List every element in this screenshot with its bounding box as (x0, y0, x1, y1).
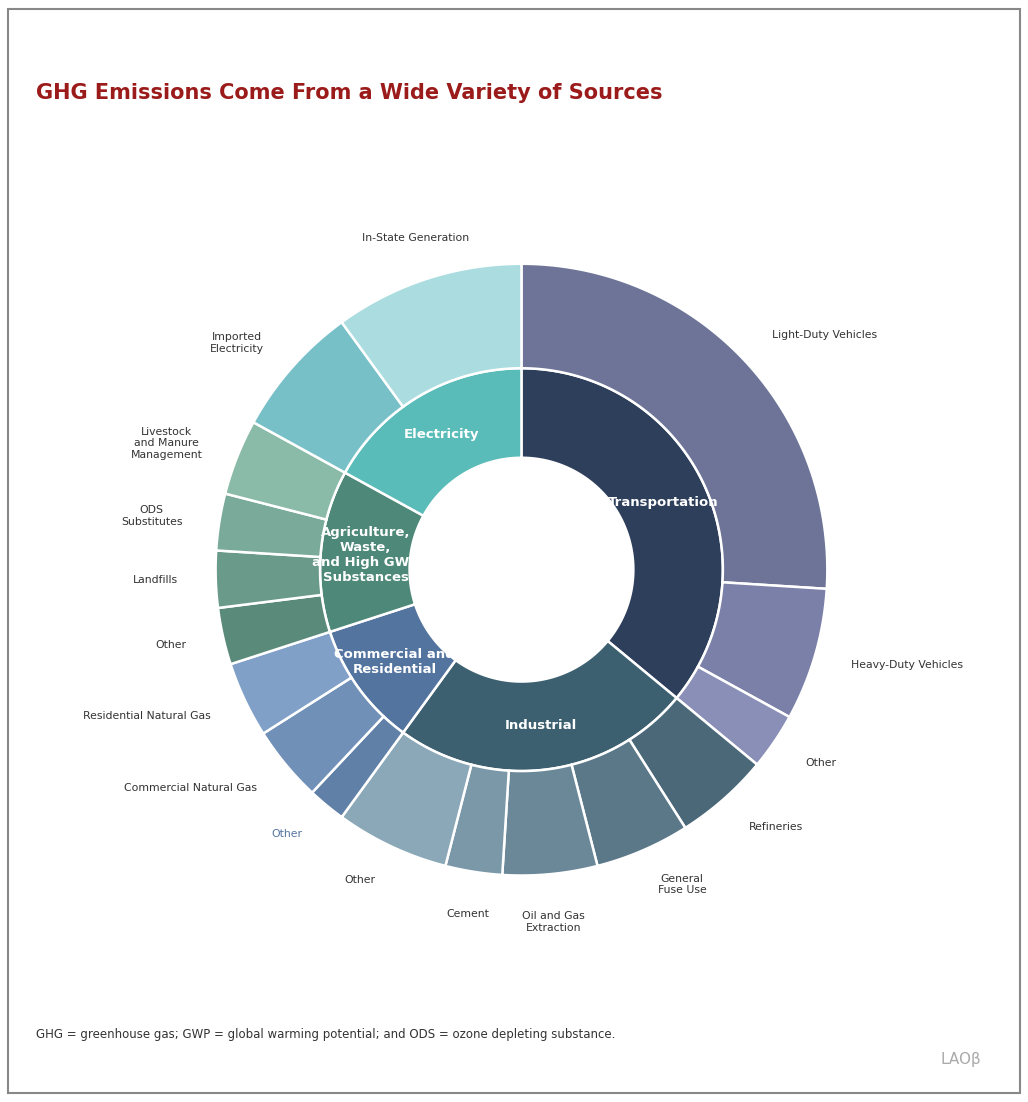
Text: Imported
Electricity: Imported Electricity (210, 332, 264, 354)
Text: Cement: Cement (446, 908, 489, 919)
Text: Commercial and
Residential: Commercial and Residential (334, 648, 455, 676)
Text: Electricity: Electricity (404, 429, 479, 441)
Text: Industrial: Industrial (505, 719, 577, 732)
Text: GHG = greenhouse gas; GWP = global warming potential; and ODS = ozone depleting : GHG = greenhouse gas; GWP = global warmi… (36, 1028, 616, 1041)
Text: In-State Generation: In-State Generation (362, 234, 469, 244)
Polygon shape (341, 733, 472, 866)
Polygon shape (676, 667, 790, 765)
Polygon shape (313, 716, 403, 817)
Text: Heavy-Duty Vehicles: Heavy-Duty Vehicles (851, 660, 963, 670)
Polygon shape (503, 765, 597, 875)
Polygon shape (320, 473, 424, 631)
Text: Landfills: Landfills (134, 575, 179, 585)
Text: Other: Other (805, 757, 836, 767)
Polygon shape (341, 263, 521, 407)
Polygon shape (572, 739, 686, 866)
Text: Other: Other (344, 875, 375, 885)
Text: Light-Duty Vehicles: Light-Duty Vehicles (772, 329, 877, 339)
Text: Refineries: Refineries (748, 822, 803, 832)
Text: Oil and Gas
Extraction: Oil and Gas Extraction (522, 911, 585, 933)
Text: LAOβ: LAOβ (941, 1051, 982, 1067)
Polygon shape (521, 368, 723, 698)
Text: Figure 1: Figure 1 (26, 35, 96, 51)
Text: Residential Natural Gas: Residential Natural Gas (83, 711, 211, 721)
Polygon shape (403, 641, 676, 771)
Polygon shape (521, 263, 828, 588)
Polygon shape (330, 604, 455, 733)
Polygon shape (230, 631, 352, 734)
Text: General
Fuse Use: General Fuse Use (658, 874, 706, 895)
Text: Other: Other (155, 639, 186, 649)
Polygon shape (345, 368, 521, 516)
Text: GHG Emissions Come From a Wide Variety of Sources: GHG Emissions Come From a Wide Variety o… (36, 83, 662, 102)
Text: Livestock
and Manure
Management: Livestock and Manure Management (131, 426, 203, 460)
Polygon shape (629, 698, 757, 828)
Text: Agriculture,
Waste,
and High GWP
Substances: Agriculture, Waste, and High GWP Substan… (313, 526, 419, 584)
Text: ODS
Substitutes: ODS Substitutes (121, 505, 183, 527)
Text: Transportation: Transportation (608, 496, 719, 509)
Polygon shape (254, 322, 403, 473)
Polygon shape (445, 765, 509, 875)
Polygon shape (218, 595, 330, 665)
Text: Other: Other (271, 829, 302, 839)
Polygon shape (225, 422, 345, 519)
Text: Commercial Natural Gas: Commercial Natural Gas (124, 784, 257, 793)
Polygon shape (263, 678, 383, 792)
Polygon shape (216, 550, 322, 608)
Polygon shape (216, 494, 326, 557)
Polygon shape (698, 582, 827, 717)
